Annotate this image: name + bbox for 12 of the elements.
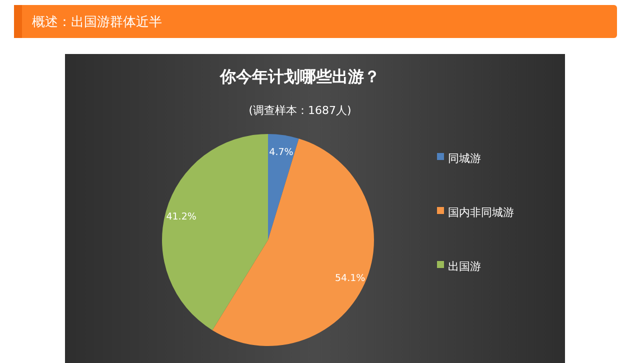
data-label: 4.7% bbox=[269, 146, 294, 158]
text: 概述：出国游群体近半 bbox=[32, 15, 162, 30]
pie-slice bbox=[268, 134, 299, 240]
legend-label: 同城游 bbox=[448, 152, 481, 165]
legend-label: 国内非同城游 bbox=[448, 206, 514, 219]
chart-subtitle: (调查样本：1687人) bbox=[248, 104, 352, 117]
legend-label: 出国游 bbox=[448, 260, 481, 273]
data-label: 41.2% bbox=[166, 211, 196, 222]
pie-slice bbox=[212, 138, 374, 346]
pie-slice bbox=[162, 134, 268, 330]
data-label: 54.1% bbox=[335, 273, 366, 284]
chart-title: 你今年计划哪些出游？ bbox=[219, 67, 380, 86]
